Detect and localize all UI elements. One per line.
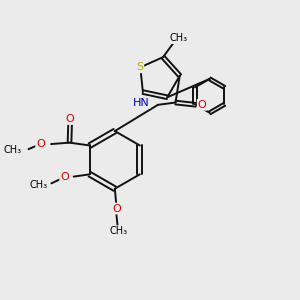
Text: CH₃: CH₃ bbox=[110, 226, 128, 236]
Text: CH₃: CH₃ bbox=[170, 33, 188, 43]
Text: CH₃: CH₃ bbox=[29, 180, 47, 190]
Text: S: S bbox=[136, 62, 143, 72]
Text: O: O bbox=[112, 203, 121, 214]
Text: O: O bbox=[66, 114, 74, 124]
Text: HN: HN bbox=[133, 98, 150, 107]
Text: O: O bbox=[198, 100, 206, 110]
Text: O: O bbox=[36, 139, 45, 149]
Text: O: O bbox=[60, 172, 69, 182]
Text: CH₃: CH₃ bbox=[3, 145, 21, 155]
